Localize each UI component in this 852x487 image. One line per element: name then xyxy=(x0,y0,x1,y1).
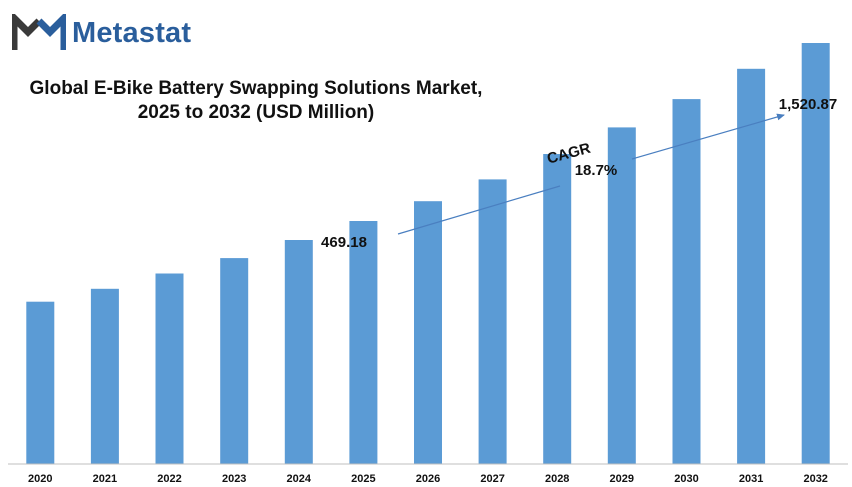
x-tick-2031: 2031 xyxy=(739,473,763,485)
brand-name: Metastat xyxy=(72,16,192,49)
x-tick-2030: 2030 xyxy=(674,473,698,485)
chart-title: Global E-Bike Battery Swapping Solutions… xyxy=(0,77,512,125)
x-tick-2032: 2032 xyxy=(803,473,827,485)
bar-2031 xyxy=(737,68,766,465)
bar-2025 xyxy=(349,221,378,464)
bar-2022 xyxy=(155,273,184,464)
x-tick-2022: 2022 xyxy=(157,473,181,485)
bar-2028 xyxy=(543,154,572,464)
x-tick-2026: 2026 xyxy=(416,473,440,485)
chart-title-line-1: Global E-Bike Battery Swapping Solutions… xyxy=(29,78,483,99)
bar-2032 xyxy=(801,43,830,464)
brand-logo: Metastat xyxy=(12,14,191,52)
chart-title-line-2: 2025 to 2032 (USD Million) xyxy=(137,102,375,123)
x-tick-2027: 2027 xyxy=(480,473,504,485)
bar-2027 xyxy=(478,179,507,464)
x-tick-2024: 2024 xyxy=(287,473,312,485)
x-tick-2020: 2020 xyxy=(28,473,52,485)
bar-2024 xyxy=(284,240,313,464)
x-axis-tick-labels: 2020 2021 2022 2023 2024 2025 2026 2027 2028 2029… xyxy=(28,473,828,485)
cagr-arrow-line xyxy=(397,185,561,235)
start-value-label: 469.18 xyxy=(321,234,367,251)
x-tick-2028: 2028 xyxy=(545,473,569,485)
bar-2023 xyxy=(220,258,249,464)
bar-series xyxy=(26,43,830,465)
x-tick-2025: 2025 xyxy=(351,473,375,485)
bar-2021 xyxy=(90,288,119,464)
cagr-value: 18.7% xyxy=(575,162,618,179)
x-tick-2029: 2029 xyxy=(610,473,634,485)
end-value-label: 1,520.87 xyxy=(779,96,837,113)
bar-2029 xyxy=(607,127,636,465)
x-tick-2023: 2023 xyxy=(222,473,246,485)
cagr-arrow-line-2 xyxy=(631,113,785,160)
metastat-logo-icon xyxy=(12,14,66,50)
bar-2020 xyxy=(26,301,55,464)
bar-2026 xyxy=(414,201,442,464)
x-tick-2021: 2021 xyxy=(93,473,117,485)
bar-2030 xyxy=(672,99,701,464)
